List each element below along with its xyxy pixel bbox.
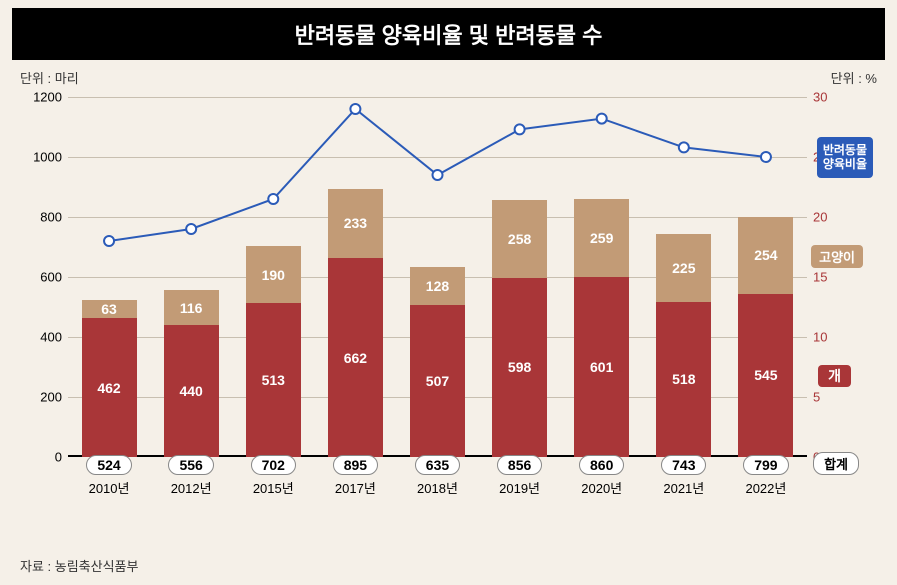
y-right-tick: 15 (813, 270, 855, 285)
y-left-tick: 0 (20, 450, 62, 465)
x-category-label: 2017년 (335, 478, 376, 497)
bar-stack: 513190 (246, 246, 301, 457)
bar-stack: 440116 (164, 290, 219, 457)
bar-segment-dog: 440 (164, 325, 219, 457)
bar-segment-cat: 258 (492, 200, 547, 277)
bar-slot: 5071286352018년 (396, 97, 478, 457)
bar-segment-cat: 259 (574, 199, 629, 277)
bar-segment-dog: 518 (656, 302, 711, 457)
bar-stack: 598258 (492, 200, 547, 457)
bar-segment-dog: 662 (328, 258, 383, 457)
unit-right: 단위 : % (831, 68, 877, 87)
y-left-tick: 1200 (20, 90, 62, 105)
bar-slot: 4401165562012년 (150, 97, 232, 457)
x-category-label: 2015년 (253, 478, 294, 497)
bar-segment-cat: 225 (656, 234, 711, 302)
chart-title: 반려동물 양육비율 및 반려동물 수 (12, 8, 885, 60)
bar-segment-dog: 598 (492, 278, 547, 457)
plot-area: 0200400600800100012000510152025304626352… (68, 97, 807, 457)
total-pill: 860 (579, 455, 624, 475)
total-pill: 524 (86, 455, 131, 475)
y-left-tick: 600 (20, 270, 62, 285)
x-category-label: 2019년 (499, 478, 540, 497)
bar-stack: 545254 (738, 217, 793, 457)
bar-stack: 46263 (82, 300, 137, 457)
bar-segment-cat: 63 (82, 300, 137, 319)
bar-segment-dog: 462 (82, 318, 137, 457)
bar-segment-dog: 507 (410, 305, 465, 457)
bar-segment-dog: 545 (738, 294, 793, 458)
chart-container: 0200400600800100012000510152025304626352… (20, 87, 877, 517)
y-right-tick: 10 (813, 330, 855, 345)
bar-slot: 462635242010년 (68, 97, 150, 457)
bar-segment-cat: 233 (328, 189, 383, 259)
y-right-tick: 20 (813, 210, 855, 225)
y-right-tick: 5 (813, 390, 855, 405)
bar-slot: 5131907022015년 (232, 97, 314, 457)
total-pill: 856 (497, 455, 542, 475)
legend-rate-line1: 반려동물 (823, 143, 867, 157)
total-pill: 702 (251, 455, 296, 475)
x-category-label: 2021년 (663, 478, 704, 497)
x-category-label: 2010년 (89, 478, 130, 497)
unit-row: 단위 : 마리 단위 : % (0, 60, 897, 87)
bars-group: 462635242010년4401165562012년5131907022015… (68, 97, 807, 457)
total-pill: 743 (661, 455, 706, 475)
x-category-label: 2012년 (171, 478, 212, 497)
unit-left: 단위 : 마리 (20, 68, 79, 87)
legend-cat: 고양이 (811, 245, 863, 268)
x-category-label: 2018년 (417, 478, 458, 497)
legend-rate-line2: 양육비율 (823, 157, 867, 171)
bar-slot: 5982588562019년 (479, 97, 561, 457)
bar-stack: 518225 (656, 234, 711, 457)
y-left-tick: 1000 (20, 150, 62, 165)
legend-dog: 개 (818, 365, 851, 387)
y-left-tick: 800 (20, 210, 62, 225)
total-pill: 556 (168, 455, 213, 475)
bar-segment-dog: 601 (574, 277, 629, 457)
bar-stack: 601259 (574, 199, 629, 457)
bar-slot: 5182257432021년 (643, 97, 725, 457)
bar-segment-dog: 513 (246, 303, 301, 457)
bar-stack: 662233 (328, 189, 383, 457)
x-category-label: 2022년 (745, 478, 786, 497)
total-pill: 895 (333, 455, 378, 475)
x-category-label: 2020년 (581, 478, 622, 497)
bar-segment-cat: 116 (164, 290, 219, 325)
bar-slot: 6012598602020년 (561, 97, 643, 457)
y-left-tick: 200 (20, 390, 62, 405)
total-pill: 799 (743, 455, 788, 475)
legend-total: 합계 (813, 452, 859, 475)
bar-segment-cat: 128 (410, 267, 465, 305)
bar-stack: 507128 (410, 267, 465, 457)
legend-rate: 반려동물양육비율 (817, 137, 873, 178)
bar-segment-cat: 254 (738, 217, 793, 293)
y-left-tick: 400 (20, 330, 62, 345)
total-pill: 635 (415, 455, 460, 475)
bar-slot: 5452547992022년 (725, 97, 807, 457)
y-right-tick: 30 (813, 90, 855, 105)
bar-slot: 6622338952017년 (314, 97, 396, 457)
source-text: 자료 : 농림축산식품부 (20, 556, 138, 575)
bar-segment-cat: 190 (246, 246, 301, 303)
